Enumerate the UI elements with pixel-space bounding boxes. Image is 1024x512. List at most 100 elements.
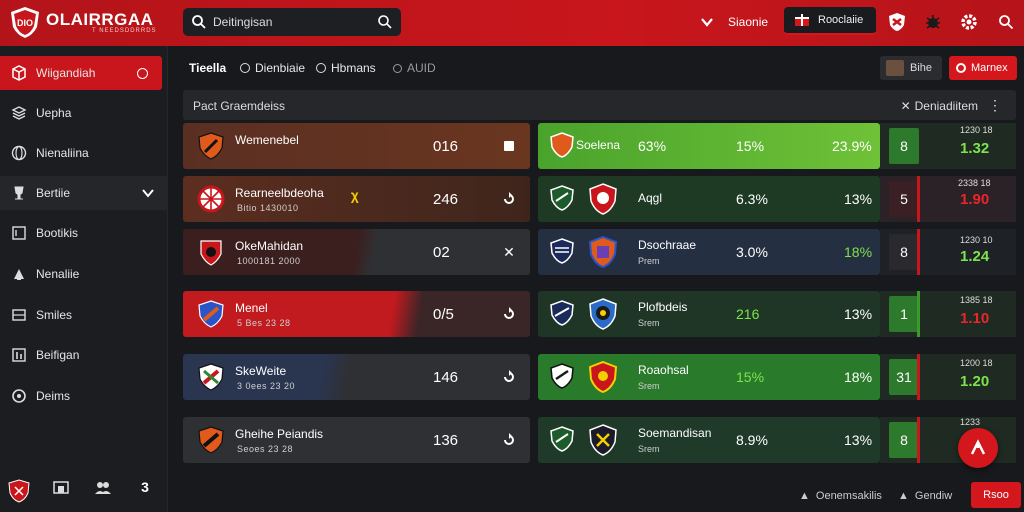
tab-1-label: Dienbiaie [255,61,306,75]
sidebar-item-2[interactable]: Nienaliina [0,136,168,170]
table-row[interactable]: Wemenebel 016 [183,123,530,169]
team-sub: Prem [638,256,660,266]
primary-action-button[interactable]: Marnex [949,56,1017,80]
odds-cell[interactable]: 31 1200 18 1.20 [880,354,1016,400]
team-crest-icon [550,426,574,452]
sidebar-item-4[interactable]: Bootikis [0,216,168,250]
table-row[interactable]: Rearneelbdeoha Bitio 1430010 ᵡ 246 [183,176,530,222]
sidebar-item-7[interactable]: Beifigan [0,338,168,372]
table-row[interactable]: Soemandisan Srem 8.9% 13% [538,417,880,463]
table-row[interactable]: Gheihe Peiandis Seoes 23 28 136 [183,417,530,463]
footer-link-2[interactable]: ▲ Gendiw [898,490,952,502]
trophy-icon [10,184,28,202]
odds-sub: 1233 [960,417,981,427]
percent-a: 216 [736,306,760,322]
team-crest-icon [589,183,617,215]
team-name: Roaohsal [638,363,689,377]
team-crest-icon [550,132,574,158]
stadium-icon[interactable] [50,479,72,509]
tab-2-label: Hbmans [331,61,376,75]
close-icon[interactable]: ✕ [503,243,515,260]
ribbon-icon: ᵡ [351,188,359,210]
table-row[interactable]: SkeWeite 3 0ees 23 20 146 [183,354,530,400]
team-crest-icon [589,424,617,456]
refresh-icon[interactable] [501,369,517,385]
shield-logo-icon[interactable] [8,479,30,509]
users-icon[interactable] [92,479,114,509]
bug-icon[interactable] [922,11,944,33]
percent-a: 63% [638,138,667,154]
tab-0[interactable]: Tieella [189,61,227,75]
sidebar-item-1[interactable]: Uepha [0,96,168,130]
table-row[interactable]: Roaohsal Srem 15% 18% [538,354,880,400]
team-name: SkeWeite [235,364,287,378]
kebab-menu-icon[interactable]: ⋮ [988,97,1002,113]
square-icon[interactable] [501,138,517,154]
odds-value: 1.90 [960,191,990,208]
tab-1[interactable]: Dienbiaie [240,61,305,75]
sidebar-item-0[interactable]: Wiigandiah [0,56,162,90]
table-row[interactable]: Soelena 63% 15% 23.9% [538,123,880,169]
odds-box: 1 [889,296,919,332]
team-name: Menel [235,301,268,315]
search-icon [956,63,966,73]
footer-button[interactable]: Rsoo [971,482,1021,508]
team-name: Gheihe Peiandis [235,427,324,441]
sidebar-item-8[interactable]: Deims [0,379,168,413]
odds-cell[interactable]: 8 1230 10 1.24 [880,229,1016,275]
refresh-icon[interactable] [501,432,517,448]
odds-cell[interactable]: 8 1230 18 1.32 [880,123,1016,169]
notification-count[interactable]: 3 [141,479,149,495]
filter-button[interactable]: Bihe [880,56,942,80]
sidebar-item-3[interactable]: Bertiie [0,176,168,210]
percent-a: 8.9% [736,432,768,448]
percent-a: 3.0% [736,244,768,260]
search-header-icon[interactable] [995,11,1017,33]
share-fab-button[interactable] [958,428,998,468]
sidebar-item-label: Wiigandiah [36,66,96,80]
chevron-down-icon[interactable] [142,187,154,199]
panel-right-label[interactable]: ✕ Deniadiitem [901,99,978,113]
close-icon: ✕ [900,99,911,113]
shield-badge-icon[interactable] [886,11,908,33]
search-input[interactable] [213,13,363,31]
score: 02 [433,244,450,261]
tab-3[interactable]: AUID [393,61,436,75]
odds-value: 1.32 [960,140,990,157]
search-submit-icon[interactable] [377,14,393,30]
tab-2[interactable]: Hbmans [316,61,376,75]
odds-sub: 1230 10 [960,235,993,245]
team-sub: Srem [638,318,660,328]
header-primary-button[interactable]: Rooclaiie [784,7,876,35]
header-link[interactable]: Siaonie [728,15,769,29]
team-crest-icon [197,185,225,213]
chevron-down-icon[interactable] [700,15,714,29]
refresh-icon[interactable] [501,191,517,207]
team-sub: Srem [638,444,660,454]
gear-icon[interactable] [958,11,980,33]
odds-cell[interactable]: 5 2338 18 1.90 [880,176,1016,222]
odds-cell[interactable]: 1 1385 18 1.10 [880,291,1016,337]
table-row[interactable]: Dsochraae Prem 3.0% 18% [538,229,880,275]
logo-shield-icon[interactable]: DIO [8,5,42,39]
percent-b: 13% [844,432,873,448]
footer-link-1-label: Oenemsakilis [815,490,882,502]
refresh-icon[interactable] [501,306,517,322]
team-sub: Seoes 23 28 [237,444,294,454]
chart-icon [10,346,28,364]
table-row[interactable]: OkeMahidan 1000181 2000 02 ✕ [183,229,530,275]
table-row[interactable]: Aqgl 6.3% 13% [538,176,880,222]
divider [917,417,920,463]
odds-box: 8 [889,234,919,270]
team-name: Rearneelbdeoha [235,186,324,200]
team-name: OkeMahidan [235,239,304,253]
filter-label: Bihe [910,62,933,74]
footer-link-1[interactable]: ▲ Oenemsakilis [799,490,882,502]
sidebar-item-6[interactable]: Smiles [0,298,168,332]
divider [917,176,920,222]
score: 146 [433,369,459,386]
score: 136 [433,432,459,449]
table-row[interactable]: Plofbdeis Srem 216 13% [538,291,880,337]
sidebar-item-5[interactable]: Nenaliie [0,257,168,291]
table-row[interactable]: Menel 5 Bes 23 28 0/5 [183,291,530,337]
